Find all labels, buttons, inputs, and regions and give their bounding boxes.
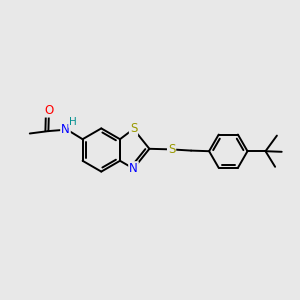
Text: O: O [44, 103, 54, 117]
Text: H: H [69, 117, 77, 127]
Text: S: S [168, 143, 175, 156]
Text: N: N [129, 162, 138, 175]
Text: N: N [61, 123, 70, 136]
Text: S: S [130, 122, 137, 136]
